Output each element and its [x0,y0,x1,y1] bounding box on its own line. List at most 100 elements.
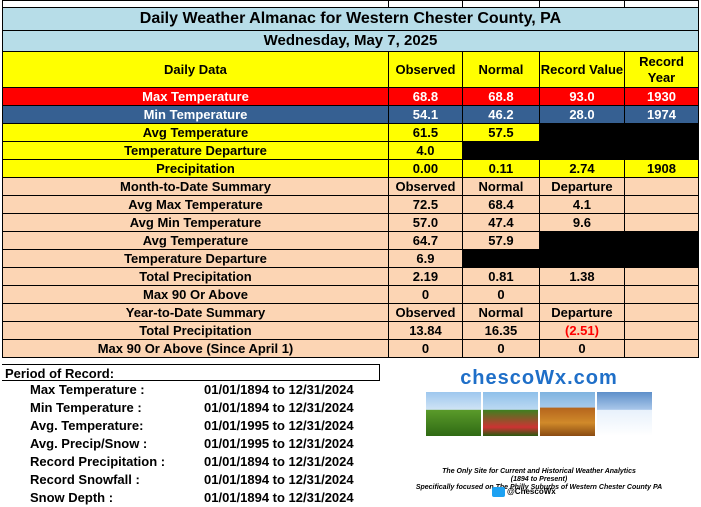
ytd-row-label: Total Precipitation [2,321,389,340]
min-temp-label: Min Temperature [2,105,389,124]
ytd-row-blank [624,339,699,358]
avg-temp-blank [538,123,700,142]
min-temp-record-year: 1974 [624,105,699,124]
mtd-header-blank [624,177,699,196]
por-range: 01/01/1995 to 12/31/2024 [204,436,354,451]
avg-temp-observed: 61.5 [387,123,463,142]
max-temp-normal: 68.8 [461,87,540,106]
ytd-row-observed: 13.84 [387,321,463,340]
logo-tagline-3: Specifically focused on The Philly Subur… [415,484,663,491]
precip-row: Precipitation 0.00 0.11 2.74 1908 [2,159,699,178]
winter-photo [597,392,652,436]
precip-observed: 0.00 [387,159,463,178]
logo-brand: chescoWx.com [460,367,618,389]
avg-temp-row: Avg Temperature 61.5 57.5 [2,123,700,142]
ytd-header-label: Year-to-Date Summary [2,303,389,322]
por-range: 01/01/1894 to 12/31/2024 [204,400,354,415]
mtd-row-label: Avg Min Temperature [2,213,389,232]
ytd-row-normal: 0 [461,339,540,358]
title-row: Daily Weather Almanac for Western Cheste… [2,7,699,31]
mtd-row-blank [624,267,699,286]
por-range: 01/01/1894 to 12/31/2024 [204,472,354,487]
list-item: Min Temperature : 01/01/1894 to 12/31/202… [2,399,380,417]
temp-departure-label: Temperature Departure [2,141,389,160]
por-label: Snow Depth : [30,490,114,505]
ytd-header-normal: Normal [461,303,540,322]
mtd-header-label: Month-to-Date Summary [2,177,389,196]
ytd-header-observed: Observed [387,303,463,322]
ytd-header-blank [624,303,699,322]
mtd-row-label: Temperature Departure [2,249,389,268]
ytd-row: Total Precipitation 13.84 16.35 (2.51) [2,321,699,340]
almanac-table: Daily Weather Almanac for Western Cheste… [2,0,700,358]
page-date: Wednesday, May 7, 2025 [2,30,699,52]
daily-header-label: Daily Data [2,51,389,88]
mtd-row: Total Precipitation 2.19 0.81 1.38 [2,267,699,286]
mtd-row: Temperature Departure 6.9 [2,249,700,268]
period-of-record-list: Max Temperature : 01/01/1894 to 12/31/202… [2,381,380,507]
ytd-row-label: Max 90 Or Above (Since April 1) [2,339,389,358]
period-of-record-title: Period of Record: [2,364,380,381]
ytd-header-departure: Departure [538,303,626,322]
ytd-row-normal: 16.35 [461,321,540,340]
precip-record-value: 2.74 [538,159,626,178]
mtd-header-departure: Departure [538,177,626,196]
logo-tagline-2: (1894 to Present) [510,476,568,483]
min-temp-record-value: 28.0 [538,105,626,124]
avg-temp-label: Avg Temperature [2,123,389,142]
ytd-header-row: Year-to-Date Summary Observed Normal Dep… [2,303,699,322]
mtd-row-observed: 64.7 [387,231,463,250]
list-item: Snow Depth : 01/01/1894 to 12/31/2024 [2,489,380,507]
top-strip [2,0,699,8]
mtd-row-label: Avg Temperature [2,231,389,250]
max-temp-record-value: 93.0 [538,87,626,106]
chescowx-logo: chescoWx.com The Only Site for Current a… [384,364,694,506]
ytd-row: Max 90 Or Above (Since April 1) 0 0 0 [2,339,699,358]
mtd-row-blank [624,285,699,304]
por-label: Avg. Precip/Snow : [30,436,148,451]
list-item: Max Temperature : 01/01/1894 to 12/31/202… [2,381,380,399]
por-range: 01/01/1894 to 12/31/2024 [204,454,354,469]
max-temp-observed: 68.8 [387,87,463,106]
daily-header-record-year: Record Year [624,51,699,88]
precip-label: Precipitation [2,159,389,178]
daily-header-observed: Observed [387,51,463,88]
daily-header-record-value: Record Value [538,51,626,88]
autumn-photo [540,392,595,436]
mtd-row-departure: 1.38 [538,267,626,286]
mtd-row-blank [538,231,700,250]
list-item: Record Snowfall : 01/01/1894 to 12/31/202… [2,471,380,489]
por-label: Max Temperature : [30,382,145,397]
mtd-row-normal: 57.9 [461,231,540,250]
twitter-handle-row: @ChescoWx [492,487,556,497]
ytd-row-departure: 0 [538,339,626,358]
avg-temp-normal: 57.5 [461,123,540,142]
date-row: Wednesday, May 7, 2025 [2,30,699,52]
mtd-row-departure: 4.1 [538,195,626,214]
daily-header-row: Daily Data Observed Normal Record Value … [2,51,699,88]
temp-departure-row: Temperature Departure 4.0 [2,141,700,160]
mtd-row-observed: 2.19 [387,267,463,286]
por-range: 01/01/1894 to 12/31/2024 [204,382,354,397]
por-range: 01/01/1995 to 12/31/2024 [204,418,354,433]
por-label: Record Snowfall : [30,472,140,487]
mtd-row-observed: 57.0 [387,213,463,232]
mtd-row: Avg Min Temperature 57.0 47.4 9.6 [2,213,699,232]
max-temp-record-year: 1930 [624,87,699,106]
page-title: Daily Weather Almanac for Western Cheste… [2,7,699,31]
temp-departure-blank [461,141,700,160]
logo-tagline-1: The Only Site for Current and Historical… [442,468,636,475]
ytd-row-departure: (2.51) [538,321,626,340]
ytd-row-observed: 0 [387,339,463,358]
list-item: Avg. Precip/Snow : 01/01/1995 to 12/31/20… [2,435,380,453]
list-item: Record Precipitation : 01/01/1894 to 12/3… [2,453,380,471]
mtd-header-normal: Normal [461,177,540,196]
mtd-row-blank [624,213,699,232]
mtd-row-observed: 0 [387,285,463,304]
min-temp-normal: 46.2 [461,105,540,124]
mtd-row-blank [461,249,700,268]
max-temp-label: Max Temperature [2,87,389,106]
mtd-row-blank [624,195,699,214]
por-range: 01/01/1894 to 12/31/2024 [204,490,354,505]
